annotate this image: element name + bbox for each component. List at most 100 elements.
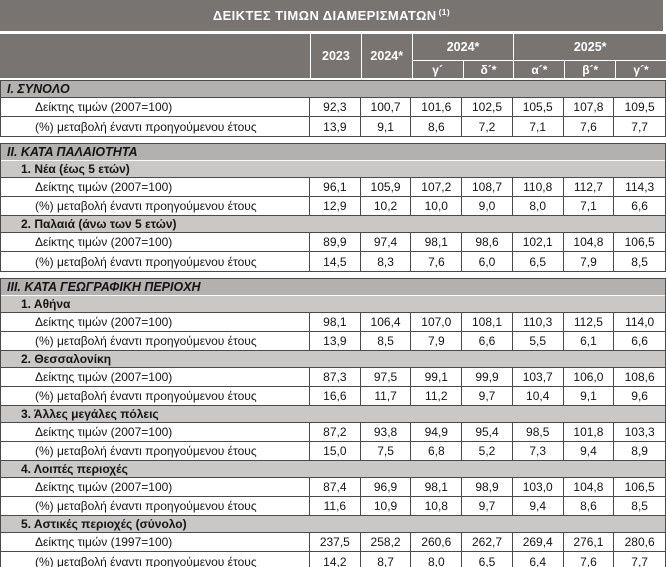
value-cell: 280,6 (624, 535, 655, 549)
value-cell: 96,1 (310, 178, 361, 196)
value-cell: 16,6 (310, 387, 361, 405)
subsection-heading: 4. Λοιπές περιοχές (1, 461, 665, 478)
row-label: (%) μεταβολή έναντι προηγούμενου έτους (1, 332, 310, 350)
value-cell: 10,4 (513, 387, 564, 405)
section-heading: II. ΚΑΤΑ ΠΑΛΑΙΟΤΗΤΑ (1, 144, 665, 161)
value-cell: 92,3 (310, 98, 361, 116)
value-cell: 8,3 (361, 252, 412, 271)
value-cell: 9,1 (564, 387, 615, 405)
value-cell: 6,4 (513, 552, 564, 567)
value-cell: 98,5 (513, 423, 564, 441)
value-cell: 8,6 (411, 117, 463, 136)
value-cell: 112,7 (564, 178, 615, 196)
value-cell: 237,5 (310, 533, 361, 551)
value-cell: 114,3 (625, 180, 655, 194)
row-label: Δείκτης τιμών (2007=100) (1, 368, 310, 386)
table-row: (%) μεταβολή έναντι προηγούμενου έτους 14… (1, 252, 665, 271)
value-cell: 107,2 (411, 178, 463, 196)
value-cell: 8,5 (361, 332, 412, 350)
row-label: Δείκτης τιμών (2007=100) (1, 178, 310, 196)
col-header-2025-q1: α´* (513, 60, 565, 78)
value-cell: 9,6 (631, 389, 648, 403)
value-cell: 99,1 (411, 368, 463, 386)
value-cell: 260,6 (411, 533, 463, 551)
value-cell: 94,9 (411, 423, 463, 441)
value-cell: 8,0 (411, 552, 463, 567)
value-cell: 107,0 (411, 313, 463, 331)
table-row: Δείκτης τιμών (2007=100) 87,2 93,8 94,9 95,4… (1, 423, 665, 442)
value-cell: 10,2 (361, 197, 412, 215)
value-cell: 7,2 (462, 117, 513, 136)
value-cell: 106,5 (624, 235, 655, 249)
value-cell: 106,4 (361, 313, 412, 331)
value-cell: 102,5 (462, 98, 513, 116)
section-heading: III. ΚΑΤΑ ΓΕΩΓΡΑΦΙΚΗ ΠΕΡΙΟΧΗ (1, 279, 665, 296)
value-cell: 11,7 (361, 387, 412, 405)
value-cell: 98,6 (462, 233, 513, 251)
value-cell: 87,3 (310, 368, 361, 386)
col-header-2023: 2023 (310, 34, 361, 78)
value-cell: 108,7 (462, 178, 513, 196)
section-block: II. ΚΑΤΑ ΠΑΛΑΙΟΤΗΤΑ 1. Νέα (έως 5 ετών) Δε… (0, 143, 666, 272)
value-cell: 9,4 (513, 497, 564, 515)
row-label: Δείκτης τιμών (2007=100) (1, 313, 310, 331)
table-row: (%) μεταβολή έναντι προηγούμενου έτους 15… (1, 442, 665, 461)
value-cell: 6,5 (513, 252, 564, 271)
value-cell: 13,9 (310, 117, 361, 136)
value-cell: 7,7 (631, 554, 648, 567)
value-cell: 6,0 (462, 252, 513, 271)
table-row: (%) μεταβολή έναντι προηγούμενου έτους 14… (1, 552, 665, 567)
value-cell: 109,5 (624, 100, 655, 114)
value-cell: 7,1 (513, 117, 564, 136)
value-cell: 9,1 (361, 117, 412, 136)
section-block: I. ΣΥΝΟΛΟ Δείκτης τιμών (2007=100) 92,3 100… (0, 80, 666, 137)
value-cell: 5,5 (513, 332, 564, 350)
row-label: Δείκτης τιμών (2007=100) (1, 423, 310, 441)
value-cell: 98,1 (411, 478, 463, 496)
subsection-heading: 3. Άλλες μεγάλες πόλεις (1, 406, 665, 423)
value-cell: 258,2 (361, 533, 412, 551)
value-cell: 6,5 (462, 552, 513, 567)
value-cell: 105,5 (513, 98, 564, 116)
table-row: (%) μεταβολή έναντι προηγούμενου έτους 13… (1, 332, 665, 351)
value-cell: 108,1 (462, 313, 513, 331)
value-cell: 100,7 (361, 98, 412, 116)
table-body: I. ΣΥΝΟΛΟ Δείκτης τιμών (2007=100) 92,3 100… (0, 80, 666, 567)
value-cell: 9,7 (462, 497, 513, 515)
table-row: Δείκτης τιμών (2007=100) 89,9 97,4 98,1 98,6… (1, 233, 665, 252)
table-row: Δείκτης τιμών (1997=100) 237,5 258,2 260,6 2… (1, 533, 665, 552)
col-header-2024-q3: γ´ (411, 60, 463, 78)
value-cell: 98,9 (462, 478, 513, 496)
value-cell: 262,7 (462, 533, 513, 551)
table-row: Δείκτης τιμών (2007=100) 92,3 100,7 101,6 10… (1, 98, 665, 117)
row-label-column-header (0, 34, 310, 78)
value-cell: 93,8 (361, 423, 412, 441)
col-group-2024-quarters: 2024* (411, 34, 514, 60)
value-cell: 107,8 (564, 98, 615, 116)
value-cell: 103,3 (624, 425, 655, 439)
value-cell: 276,1 (564, 533, 615, 551)
value-cell: 6,6 (631, 199, 648, 213)
row-label: (%) μεταβολή έναντι προηγούμενου έτους (1, 442, 310, 460)
value-cell: 11,2 (411, 387, 463, 405)
value-cell: 11,6 (310, 497, 361, 515)
value-cell: 101,6 (411, 98, 463, 116)
value-cell: 7,9 (564, 252, 615, 271)
row-label: (%) μεταβολή έναντι προηγούμενου έτους (1, 252, 310, 271)
value-cell: 104,8 (564, 478, 615, 496)
value-cell: 99,9 (462, 368, 513, 386)
table-row: (%) μεταβολή έναντι προηγούμενου έτους 11… (1, 497, 665, 516)
row-label: (%) μεταβολή έναντι προηγούμενου έτους (1, 117, 310, 136)
value-cell: 98,1 (411, 233, 463, 251)
value-cell: 106,0 (564, 368, 615, 386)
value-cell: 98,1 (310, 313, 361, 331)
row-label: Δείκτης τιμών (1997=100) (1, 533, 310, 551)
value-cell: 96,9 (361, 478, 412, 496)
table-row: (%) μεταβολή έναντι προηγούμενου έτους 12… (1, 197, 665, 216)
value-cell: 112,5 (564, 313, 615, 331)
value-cell: 110,8 (513, 178, 564, 196)
value-cell: 89,9 (310, 233, 361, 251)
section-block: III. ΚΑΤΑ ΓΕΩΓΡΑΦΙΚΗ ΠΕΡΙΟΧΗ 1. Αθήνα Δείκ… (0, 278, 666, 567)
subsection-heading: 1. Νέα (έως 5 ετών) (1, 161, 665, 178)
